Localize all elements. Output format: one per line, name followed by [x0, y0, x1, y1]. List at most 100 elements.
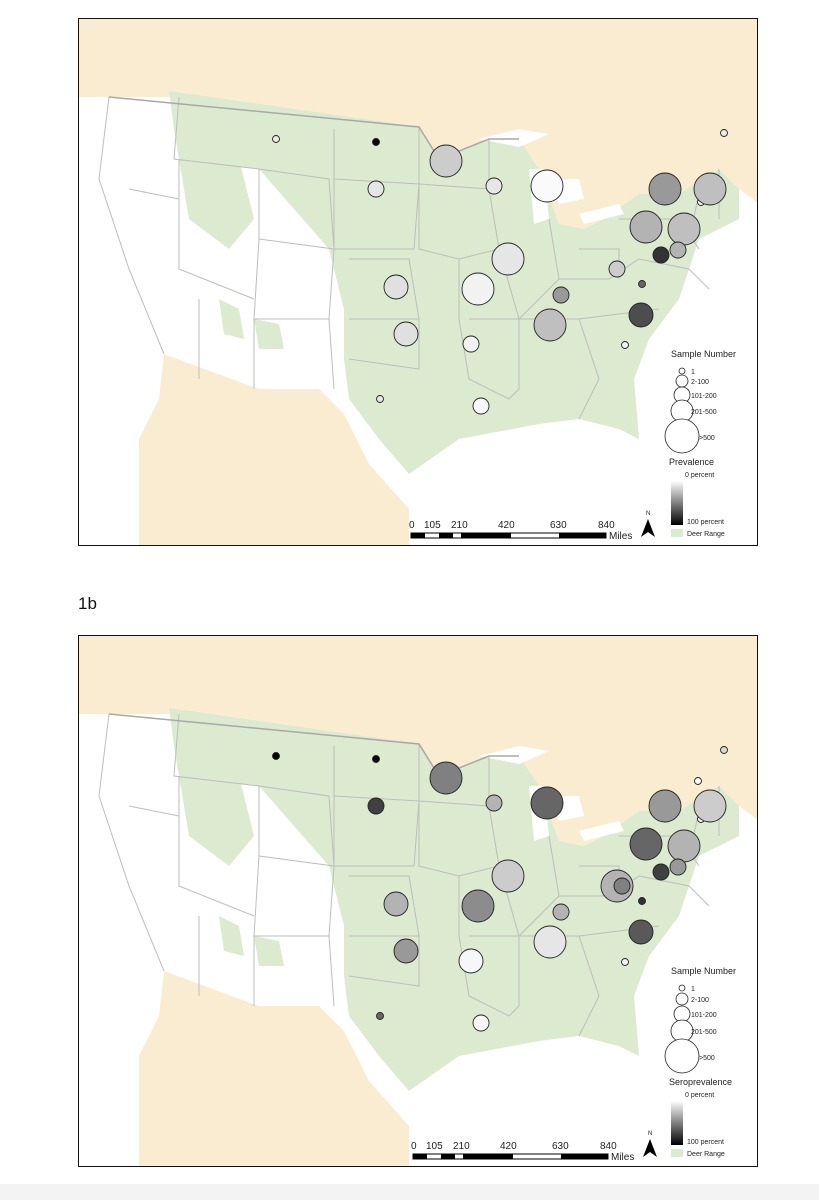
map-svg-b: Sample Number 1 2-100 101-200 201-500 >5…	[79, 636, 757, 1166]
great-lakes	[479, 746, 549, 764]
legend-color-max: 100 percent	[687, 1139, 724, 1146]
marker-massachusetts	[693, 172, 727, 206]
scale-tick: 210	[451, 520, 468, 531]
marker-south-dakota	[367, 797, 385, 815]
marker-north-dakota	[372, 138, 380, 146]
scale-tick: 0	[411, 1141, 417, 1152]
marker-kentucky	[552, 286, 570, 304]
legend-range-swatch	[671, 529, 683, 537]
scale-tick: 210	[453, 1141, 470, 1152]
marker-south-carolina	[621, 958, 629, 966]
marker-pennsylvania	[629, 827, 663, 861]
scale-bar-a: 0 105 210 420 630 840 Miles	[409, 520, 632, 542]
page-bottom-bar	[0, 1184, 819, 1200]
legend-color-title: Seroprevalence	[669, 1077, 732, 1087]
marker-kentucky	[552, 903, 570, 921]
north-arrow-icon: N	[641, 511, 655, 537]
western-range-patch	[179, 776, 254, 866]
gulf-water	[409, 1036, 698, 1166]
marker-arkansas	[458, 948, 484, 974]
western-range-patch	[219, 916, 244, 956]
marker-michigan	[530, 169, 564, 203]
legend-size-circle	[664, 1038, 700, 1074]
marker-massachusetts	[693, 789, 727, 823]
legend-a: Sample Number 1 2-100 101-200 201-500 >5…	[664, 349, 736, 538]
sample-markers-a	[272, 129, 728, 415]
scale-unit: Miles	[609, 531, 632, 542]
marker-maine	[720, 129, 728, 137]
western-range-patch	[254, 319, 284, 349]
marker-south-dakota	[367, 180, 385, 198]
great-lakes	[479, 129, 549, 147]
legend-size-circle	[678, 984, 686, 992]
marker-maryland	[652, 863, 670, 881]
marker-maine	[720, 746, 728, 754]
marker-texas	[376, 1012, 384, 1020]
great-lakes	[579, 204, 624, 224]
scale-tick: 0	[409, 520, 415, 531]
legend-size-label: 101-200	[691, 1012, 717, 1019]
marker-tennessee	[533, 925, 567, 959]
scale-tick: 840	[598, 520, 615, 531]
legend-color-ramp	[671, 481, 683, 525]
marker-arkansas	[462, 335, 480, 353]
scale-tick: 420	[500, 1141, 517, 1152]
marker-tennessee	[533, 308, 567, 342]
mexico-region	[139, 971, 409, 1166]
marker-louisiana	[472, 1014, 490, 1032]
marker-virginia	[638, 280, 646, 288]
canada-region	[79, 636, 757, 846]
legend-color-min: 0 percent	[685, 1092, 714, 1099]
legend-b: Sample Number 1 2-100 101-200 201-500 >5…	[664, 966, 736, 1158]
north-arrow-icon: N	[643, 1131, 657, 1157]
marker-west-virginia	[613, 877, 631, 895]
svg-text:N: N	[646, 511, 650, 517]
marker-wisconsin	[485, 794, 503, 812]
marker-oklahoma	[393, 321, 419, 347]
marker-north-carolina	[628, 919, 654, 945]
legend-size-label: 201-500	[691, 409, 717, 416]
map-panel-seroprevalence: Sample Number 1 2-100 101-200 201-500 >5…	[78, 635, 758, 1167]
figure-panel-label: 1b	[78, 594, 97, 613]
marker-new-york	[648, 789, 682, 823]
marker-texas	[376, 395, 384, 403]
map-panel-prevalence: Sample Number 1 2-100 101-200 201-500 >5…	[78, 18, 758, 546]
marker-north-carolina	[628, 302, 654, 328]
legend-range-swatch	[671, 1149, 683, 1157]
scale-tick: 630	[552, 1141, 569, 1152]
legend-range-label: Deer Range	[687, 531, 725, 538]
marker-south-carolina	[621, 341, 629, 349]
canada-region	[79, 19, 757, 229]
marker-delaware	[669, 241, 687, 259]
marker-wisconsin	[485, 177, 503, 195]
legend-size-circle	[675, 374, 689, 388]
legend-size-label: 1	[691, 369, 695, 376]
deer-range-area	[169, 708, 739, 1091]
marker-new-jersey	[667, 829, 701, 863]
sample-markers-b	[272, 746, 728, 1032]
marker-montana	[272, 752, 280, 760]
marker-michigan	[530, 786, 564, 820]
scale-tick: 420	[498, 520, 515, 531]
marker-delaware	[669, 858, 687, 876]
legend-size-title: Sample Number	[671, 966, 736, 976]
legend-size-circle	[664, 418, 700, 454]
legend-size-label: 2-100	[691, 379, 709, 386]
scale-tick: 840	[600, 1141, 617, 1152]
marker-iowa	[491, 859, 525, 893]
marker-iowa	[491, 242, 525, 276]
great-lakes	[579, 821, 624, 841]
scale-tick: 630	[550, 520, 567, 531]
legend-size-label: >500	[699, 435, 715, 442]
marker-virginia	[638, 897, 646, 905]
marker-new-jersey	[667, 212, 701, 246]
marker-louisiana	[472, 397, 490, 415]
scale-tick: 105	[426, 1141, 443, 1152]
legend-color-ramp	[671, 1101, 683, 1145]
scale-bar-b: 0 105 210 420 630 840 Miles	[411, 1141, 634, 1163]
legend-size-circle	[675, 992, 689, 1006]
western-range-patch	[179, 159, 254, 249]
marker-pennsylvania	[629, 210, 663, 244]
legend-size-label: 101-200	[691, 393, 717, 400]
legend-color-min: 0 percent	[685, 472, 714, 479]
